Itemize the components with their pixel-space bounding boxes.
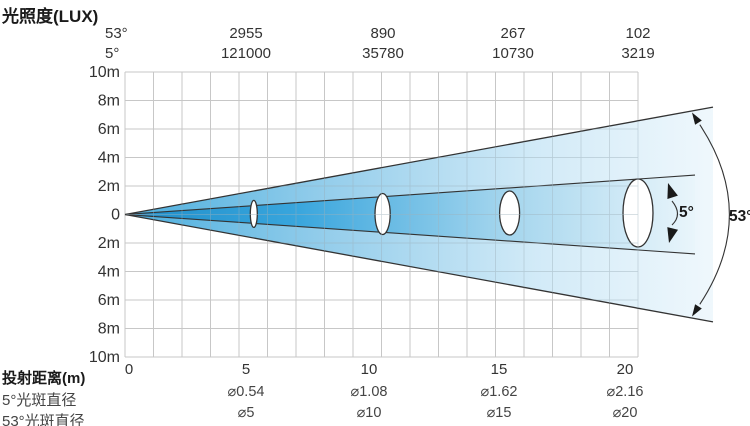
svg-text:0: 0 [125,361,133,378]
svg-text:2m: 2m [98,235,120,252]
svg-text:2m: 2m [98,178,120,195]
svg-text:5°: 5° [105,45,119,62]
svg-text:15: 15 [491,361,508,378]
svg-text:10: 10 [361,361,378,378]
svg-text:8m: 8m [98,321,120,338]
svg-text:4m: 4m [98,264,120,281]
svg-text:⌀20: ⌀20 [613,405,638,421]
svg-text:8m: 8m [98,93,120,110]
svg-text:⌀1.08: ⌀1.08 [351,384,388,400]
svg-text:3219: 3219 [621,45,654,62]
svg-text:⌀15: ⌀15 [487,405,512,421]
svg-text:⌀10: ⌀10 [357,405,382,421]
svg-text:53°: 53° [105,25,128,42]
svg-text:20: 20 [617,361,634,378]
svg-text:2955: 2955 [229,25,262,42]
svg-text:102: 102 [625,25,650,42]
svg-text:6m: 6m [98,292,120,309]
svg-text:10730: 10730 [492,45,534,62]
svg-text:⌀0.54: ⌀0.54 [228,384,265,400]
svg-text:0: 0 [111,207,120,224]
svg-text:10m: 10m [89,64,120,81]
svg-text:5°: 5° [679,204,694,221]
svg-text:5: 5 [242,361,250,378]
svg-text:121000: 121000 [221,45,271,62]
svg-text:⌀1.62: ⌀1.62 [481,384,518,400]
svg-text:⌀2.16: ⌀2.16 [607,384,644,400]
svg-text:35780: 35780 [362,45,404,62]
svg-text:4m: 4m [98,150,120,167]
svg-text:6m: 6m [98,121,120,138]
svg-text:⌀5: ⌀5 [238,405,255,421]
svg-text:267: 267 [500,25,525,42]
svg-text:890: 890 [370,25,395,42]
svg-text:53°: 53° [729,208,750,225]
svg-text:10m: 10m [89,349,120,366]
